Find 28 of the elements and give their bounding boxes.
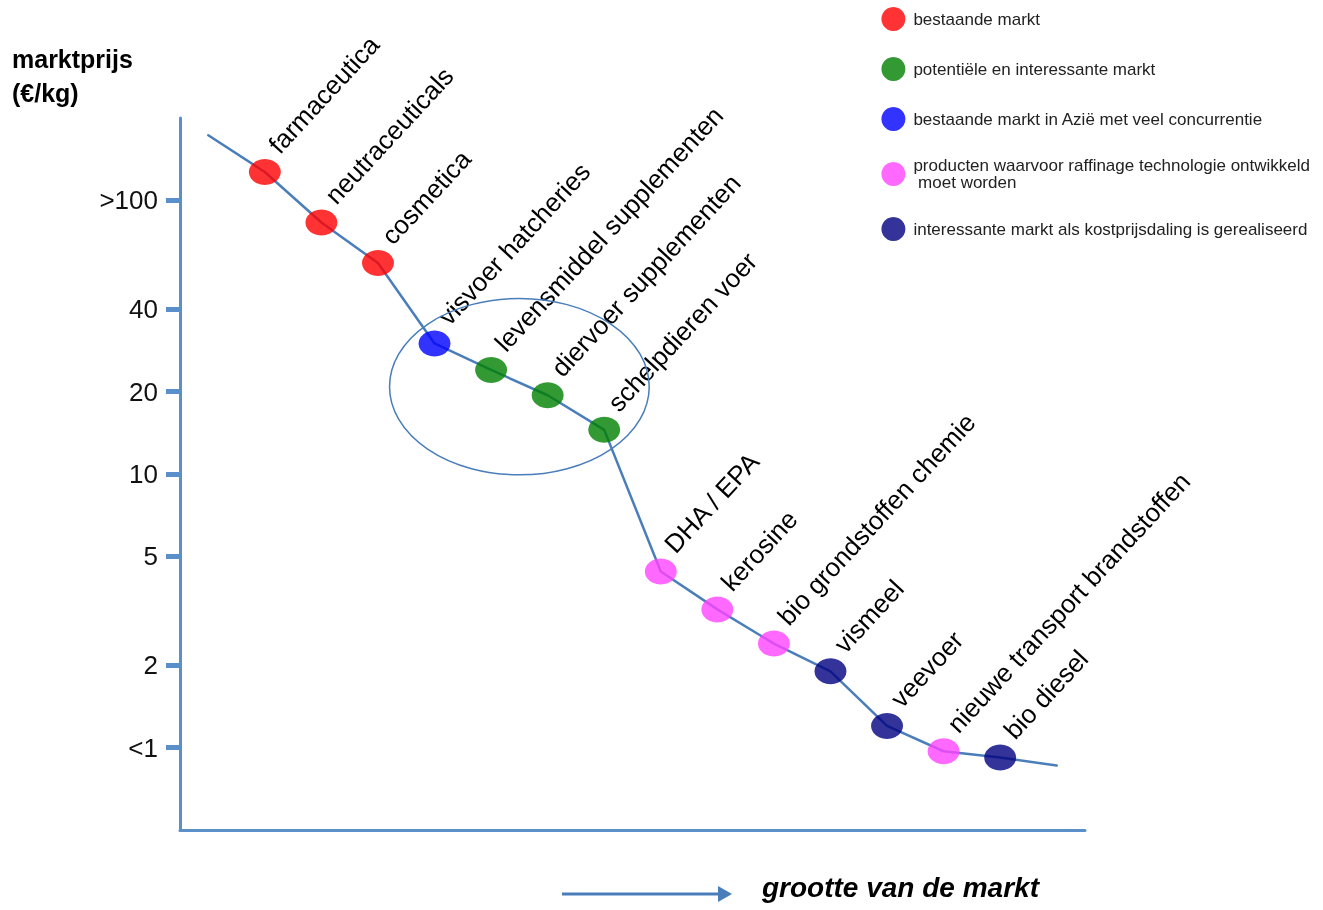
x-axis-title: grootte van de markt [762, 872, 1039, 904]
point [871, 712, 904, 739]
y-tick-label: 2 [143, 650, 158, 681]
y-tick-label: 5 [143, 541, 158, 572]
point [984, 744, 1017, 771]
legend-label: bestaande markt in Azië met veel concurrentie [913, 109, 1263, 129]
y-tick-label: <1 [128, 732, 158, 763]
y-tick-label: 40 [129, 294, 158, 325]
y-axis-title: marktprijs (€/kg) [12, 44, 133, 109]
legend-label: potentiële en interessante markt [913, 59, 1156, 79]
point [248, 158, 281, 185]
point [475, 356, 508, 383]
point [418, 330, 451, 357]
point [927, 738, 960, 765]
point [701, 596, 734, 623]
y-tick-label: >100 [99, 185, 158, 216]
legend-label: interessante markt als kostprijsdaling is gerealiseerd [913, 219, 1308, 239]
point [588, 416, 621, 443]
y-tick-label: 20 [129, 376, 158, 407]
point [644, 558, 677, 585]
legend-label: bestaande markt [913, 9, 1041, 29]
point [757, 630, 790, 657]
point [305, 209, 338, 236]
legend-label: producten waarvoor raffinage technologie ontwikkeld moet worden [913, 156, 1311, 192]
point [814, 658, 847, 685]
point [531, 382, 564, 409]
point [362, 250, 394, 277]
y-tick-label: 10 [129, 459, 158, 489]
